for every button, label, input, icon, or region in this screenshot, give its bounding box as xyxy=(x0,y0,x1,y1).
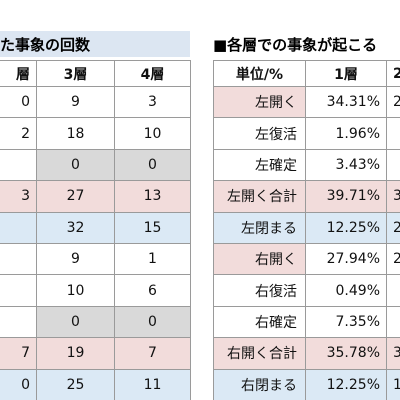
table-cell: 25 xyxy=(36,368,115,400)
table-cell: 3 xyxy=(386,180,400,213)
table-cell: 右復活 xyxy=(213,274,306,307)
table-cell: 0 xyxy=(0,86,37,119)
table-cell: 3 xyxy=(386,337,400,370)
table-cell: 1 xyxy=(386,368,400,400)
table-cell: 2 xyxy=(386,211,400,244)
table-cell xyxy=(386,305,400,339)
table-cell: 右確定 xyxy=(213,305,306,339)
table-cell: 3 xyxy=(114,86,191,119)
table-cell: 左開く xyxy=(213,86,306,119)
table-cell: 0 xyxy=(36,305,115,339)
table-title: ■各層での事象が起こる xyxy=(213,35,378,54)
table-cell: 9 xyxy=(36,243,115,276)
table-cell: 6 xyxy=(114,274,191,307)
table-cell: 左復活 xyxy=(213,117,306,150)
table-cell: 34.31% xyxy=(305,86,387,119)
table-cell: 15 xyxy=(114,211,191,244)
table-cell: 39.71% xyxy=(305,180,387,213)
table-cell: 右閉まる xyxy=(213,368,306,400)
table-cell: 32 xyxy=(36,211,115,244)
table-cell: 3.43% xyxy=(305,148,387,182)
table-cell: 12.25% xyxy=(305,368,387,400)
table-cell: 0 xyxy=(36,148,115,182)
table-cell: 1 xyxy=(114,243,191,276)
table-cell: 27.94% xyxy=(305,243,387,276)
table-cell: 2 xyxy=(386,243,400,276)
table-cell: 13 xyxy=(114,180,191,213)
table-cell: 10 xyxy=(36,274,115,307)
table-cell xyxy=(386,117,400,150)
table-cell: 10 xyxy=(114,117,191,150)
table-cell: 18 xyxy=(36,117,115,150)
table-cell: 7 xyxy=(114,337,191,370)
table-cell xyxy=(0,274,37,307)
table-cell: 右開く合計 xyxy=(213,337,306,370)
table-cell: 2 xyxy=(0,117,37,150)
table-cell: 0 xyxy=(0,368,37,400)
table-cell: 左開く合計 xyxy=(213,180,306,213)
table-cell: 0 xyxy=(114,305,191,339)
header-cell: 1層 xyxy=(305,60,387,87)
table-cell: 右開く xyxy=(213,243,306,276)
table-cell xyxy=(0,211,37,244)
header-cell: 4層 xyxy=(114,60,191,87)
table-cell: 左閉まる xyxy=(213,211,306,244)
table-cell: 3 xyxy=(0,180,37,213)
table-cell xyxy=(0,305,37,339)
header-cell: 単位/% xyxy=(213,60,306,87)
table-cell xyxy=(0,148,37,182)
header-cell: 層 xyxy=(0,60,37,87)
table-cell: 9 xyxy=(36,86,115,119)
table-cell: 35.78% xyxy=(305,337,387,370)
table-cell: 0 xyxy=(114,148,191,182)
table-cell xyxy=(386,274,400,307)
table-cell: 0.49% xyxy=(305,274,387,307)
table-cell: 19 xyxy=(36,337,115,370)
table-cell xyxy=(0,243,37,276)
table-cell: 12.25% xyxy=(305,211,387,244)
header-cell: 2 xyxy=(386,60,400,87)
table-cell: 11 xyxy=(114,368,191,400)
table-cell: 左確定 xyxy=(213,148,306,182)
table-cell: 2 xyxy=(386,86,400,119)
table-cell: 7 xyxy=(0,337,37,370)
table-cell: 7.35% xyxy=(305,305,387,339)
header-cell: 3層 xyxy=(36,60,115,87)
table-title: た事象の回数 xyxy=(0,31,190,57)
table-cell: 1.96% xyxy=(305,117,387,150)
table-cell xyxy=(386,148,400,182)
table-cell: 27 xyxy=(36,180,115,213)
